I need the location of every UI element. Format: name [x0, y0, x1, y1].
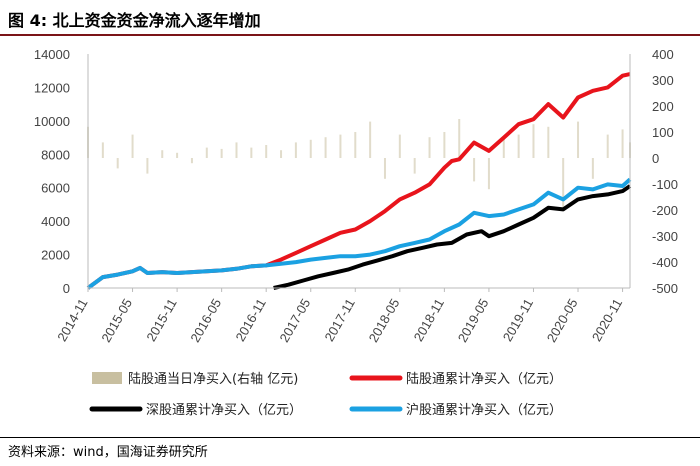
daily-net-buy-bar	[577, 121, 580, 158]
y-left-tick-label: 8000	[41, 147, 70, 162]
daily-net-buy-bar	[339, 134, 342, 158]
daily-net-buy-bar	[190, 158, 193, 164]
x-tick-label: 2015-05	[98, 296, 135, 345]
legend-daily: 陆股通当日净买入(右轴 亿元)	[92, 371, 298, 387]
y-right-tick-label: -300	[652, 229, 678, 244]
y-right-tick-label: 100	[652, 125, 674, 140]
daily-net-buy-bar	[176, 152, 179, 158]
y-right-tick-label: -400	[652, 255, 678, 270]
x-tick-label: 2019-05	[455, 296, 492, 345]
legend-label: 陆股通当日净买入(右轴 亿元)	[128, 371, 298, 387]
daily-net-buy-bar	[443, 132, 446, 158]
daily-net-buy-bar	[621, 129, 624, 158]
daily-net-buy-bar	[146, 158, 149, 174]
y-left-tick-label: 2000	[41, 248, 70, 263]
daily-net-buy-bar	[458, 119, 461, 158]
x-tick-label: 2020-11	[589, 296, 625, 344]
legend-label: 深股通累计净买入（亿元）	[146, 403, 302, 418]
legend-lugutong: 陆股通累计净买入（亿元）	[349, 371, 562, 387]
daily-net-buy-bar	[131, 134, 134, 158]
daily-net-buy-bar	[398, 134, 401, 158]
legend-swatch	[92, 372, 122, 384]
y-right-tick-label: -100	[652, 177, 678, 192]
chart: 02000400060008000100001200014000-500-400…	[34, 47, 678, 418]
x-tick-label: 2017-11	[322, 296, 358, 344]
x-tick-label: 2016-05	[187, 296, 224, 345]
daily-net-buy-bar	[205, 147, 208, 158]
y-right-tick-label: 400	[652, 47, 674, 62]
legend-label: 陆股通累计净买入（亿元）	[406, 371, 562, 387]
x-tick-label: 2016-11	[232, 296, 268, 344]
daily-net-buy-bar	[309, 139, 312, 158]
daily-net-buy-bar	[280, 150, 283, 158]
source-rule	[0, 437, 700, 438]
y-right-tick-label: 300	[652, 73, 674, 88]
daily-net-buy-bar	[116, 158, 119, 169]
daily-net-buy-bar	[220, 148, 223, 158]
daily-net-buy-bar	[265, 145, 268, 158]
source-note: 资料来源：wind，国海证券研究所	[8, 445, 208, 460]
daily-net-buy-bar	[487, 158, 490, 190]
shengu-cumulative-line	[273, 184, 632, 290]
legend-shengu: 深股通累计净买入（亿元）	[89, 403, 302, 418]
daily-net-buy-bar	[428, 137, 431, 158]
y-right-tick-label: 200	[652, 99, 674, 114]
daily-net-buy-bar	[413, 158, 416, 174]
title-rule	[0, 34, 700, 36]
y-right-tick-label: -500	[652, 281, 678, 296]
x-tick-label: 2017-05	[276, 296, 313, 345]
y-left-tick-label: 12000	[34, 80, 70, 95]
axes-layer: 02000400060008000100001200014000-500-400…	[34, 47, 678, 345]
daily-net-buy-bar	[473, 158, 476, 182]
series-lines-layer	[86, 72, 632, 290]
y-right-tick-label: 0	[652, 151, 659, 166]
daily-net-buy-bar	[101, 142, 104, 158]
x-tick-label: 2018-05	[366, 296, 403, 345]
x-tick-label: 2015-11	[143, 296, 179, 344]
x-tick-label: 2018-11	[411, 296, 447, 344]
y-left-tick-label: 6000	[41, 181, 70, 196]
y-left-tick-label: 10000	[34, 114, 70, 129]
daily-net-buy-bar	[562, 158, 565, 208]
daily-net-buy-bar	[383, 158, 386, 179]
daily-net-buy-bar	[606, 134, 609, 158]
daily-net-buy-bar	[591, 158, 594, 179]
figure-header: 图 4: 北上资金资金净流入逐年增加	[0, 0, 700, 34]
daily-net-buy-bar	[250, 147, 253, 158]
figure-title: 图 4: 北上资金资金净流入逐年增加	[8, 11, 261, 30]
x-tick-label: 2020-05	[544, 296, 581, 345]
y-left-tick-label: 4000	[41, 214, 70, 229]
daily-net-buy-bar	[235, 142, 238, 158]
y-left-tick-label: 0	[63, 281, 70, 296]
daily-net-buy-bar	[502, 137, 505, 158]
y-left-tick-label: 14000	[34, 47, 70, 62]
legend: 陆股通当日净买入(右轴 亿元) 陆股通累计净买入（亿元） 深股通累计净买入（亿元） 沪…	[89, 371, 562, 418]
daily-net-buy-bar	[517, 134, 520, 158]
daily-net-buy-bar	[547, 126, 550, 158]
daily-net-buy-bar	[324, 137, 327, 158]
legend-label: 沪股通累计净买入（亿元）	[406, 402, 562, 418]
x-tick-label: 2019-11	[500, 296, 536, 344]
daily-net-buy-bar	[532, 124, 535, 158]
daily-net-buy-bar	[294, 142, 297, 158]
legend-hugu: 沪股通累计净买入（亿元）	[349, 402, 562, 418]
daily-net-buy-bar	[354, 132, 357, 158]
y-right-tick-label: -200	[652, 203, 678, 218]
hugu-cumulative-line	[86, 177, 632, 290]
x-tick-label: 2014-11	[54, 296, 90, 344]
daily-net-buy-bar	[161, 150, 164, 158]
daily-net-buy-bar	[369, 121, 372, 158]
